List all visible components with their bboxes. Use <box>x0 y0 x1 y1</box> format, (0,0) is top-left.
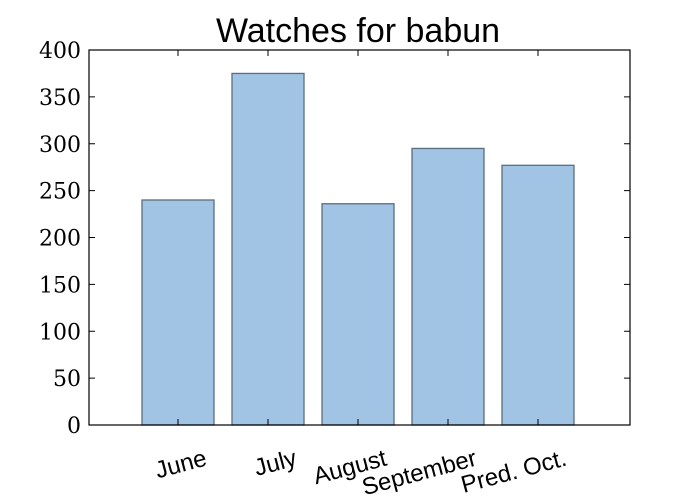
y-tick-label: 250 <box>39 180 81 205</box>
y-tick-label: 150 <box>39 273 81 298</box>
chart-title: Watches for babun <box>216 12 500 50</box>
y-tick-label: 350 <box>39 86 81 111</box>
y-tick-label: 300 <box>39 133 81 158</box>
bar-pred-oct <box>501 164 575 426</box>
bar-september <box>411 147 485 426</box>
y-tick-label: 400 <box>39 39 81 64</box>
y-tick-label: 200 <box>39 227 81 252</box>
y-axis: 0 50 100 150 200 250 300 350 400 <box>39 39 630 439</box>
x-tick-label: Pred. Oct. <box>458 445 569 499</box>
y-tick-label: 50 <box>53 367 81 392</box>
y-tick-label: 100 <box>39 320 81 345</box>
x-tick-label: June <box>152 445 209 485</box>
bar-august <box>321 203 395 426</box>
x-tick-label: July <box>251 445 299 482</box>
y-tick-label: 0 <box>67 414 81 439</box>
bar-june <box>141 199 215 426</box>
plot-frame <box>88 49 631 426</box>
bar-july <box>231 72 305 426</box>
bars-group <box>141 72 575 426</box>
